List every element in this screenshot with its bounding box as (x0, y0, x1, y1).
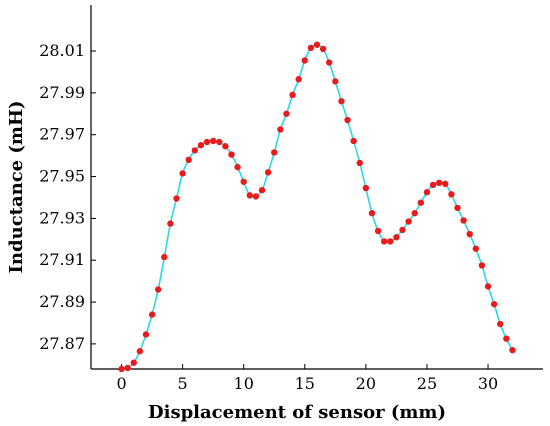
data-point (393, 234, 400, 241)
data-point (356, 159, 363, 167)
data-point (326, 59, 333, 66)
data-point (338, 98, 345, 105)
data-point (399, 226, 406, 234)
data-point (435, 179, 443, 187)
data-point (350, 137, 357, 145)
series-layer (118, 41, 516, 373)
y-axis: 27.87 27.89 27.91 27.93 27.95 27.97 27.99 28.01 (39, 41, 96, 353)
y-tick-label: 27.87 (39, 334, 85, 353)
data-point (497, 320, 504, 328)
data-point (173, 195, 180, 202)
data-point (246, 192, 254, 199)
data-point (429, 181, 437, 189)
data-point (442, 180, 449, 188)
x-tick-label: 15 (295, 374, 315, 393)
data-point (411, 209, 418, 217)
data-point (252, 193, 260, 200)
data-point (191, 147, 199, 154)
data-point (167, 220, 174, 227)
y-tick-label: 28.01 (39, 41, 85, 60)
data-point (405, 218, 412, 225)
data-point (307, 44, 315, 52)
data-point (332, 78, 339, 85)
x-tick-label: 10 (234, 374, 254, 393)
data-point (216, 138, 223, 146)
data-point (423, 189, 431, 196)
data-point (466, 230, 473, 238)
y-axis-title: Inductance (mH) (6, 101, 27, 274)
data-point (130, 359, 137, 366)
data-point (222, 143, 229, 150)
data-point (374, 227, 382, 235)
data-point (387, 238, 394, 245)
x-tick-label: 30 (478, 374, 498, 393)
series-line (121, 43, 514, 370)
data-point (136, 348, 144, 355)
data-point (313, 41, 321, 48)
data-point (118, 365, 125, 373)
data-point (454, 204, 461, 212)
data-point (197, 141, 205, 149)
y-tick-label: 27.89 (39, 292, 85, 311)
x-axis-title: Displacement of sensor (mm) (148, 402, 446, 423)
axes-frame (90, 5, 543, 370)
data-point (344, 116, 351, 124)
data-point (142, 331, 150, 338)
data-point (203, 138, 211, 146)
x-tick-label: 20 (356, 374, 376, 393)
x-tick-label: 5 (178, 374, 188, 393)
y-tick-label: 27.93 (39, 208, 85, 227)
data-point (295, 76, 302, 83)
data-point (264, 169, 272, 176)
data-point (417, 199, 425, 206)
data-point (509, 346, 516, 354)
data-point (283, 110, 290, 117)
data-point (368, 209, 376, 217)
data-point (289, 91, 296, 99)
x-tick-label: 25 (417, 374, 437, 393)
data-point (277, 126, 284, 133)
data-point (301, 57, 308, 64)
y-tick-label: 27.91 (39, 250, 85, 269)
data-point (154, 286, 162, 293)
data-point (380, 238, 388, 245)
data-point (234, 163, 241, 171)
data-point (271, 149, 278, 156)
data-point (161, 253, 168, 261)
data-point (258, 186, 266, 194)
data-point (185, 156, 192, 163)
data-point (148, 311, 156, 318)
data-point (319, 45, 327, 53)
data-point (503, 335, 510, 342)
data-point (240, 178, 247, 185)
data-point (448, 191, 455, 198)
data-point (460, 217, 467, 224)
data-point (484, 283, 492, 290)
x-axis: 0 5 10 15 20 25 30 (116, 364, 498, 393)
y-tick-label: 27.97 (39, 125, 85, 144)
data-point (228, 151, 235, 158)
data-point (472, 245, 480, 252)
data-point (209, 137, 217, 145)
data-point (124, 364, 131, 372)
x-tick-label: 0 (116, 374, 126, 393)
data-point (179, 170, 186, 177)
data-point (478, 262, 486, 269)
data-point (362, 184, 370, 192)
y-tick-label: 27.95 (39, 167, 85, 186)
data-point (490, 300, 498, 308)
y-tick-label: 27.99 (39, 83, 85, 102)
